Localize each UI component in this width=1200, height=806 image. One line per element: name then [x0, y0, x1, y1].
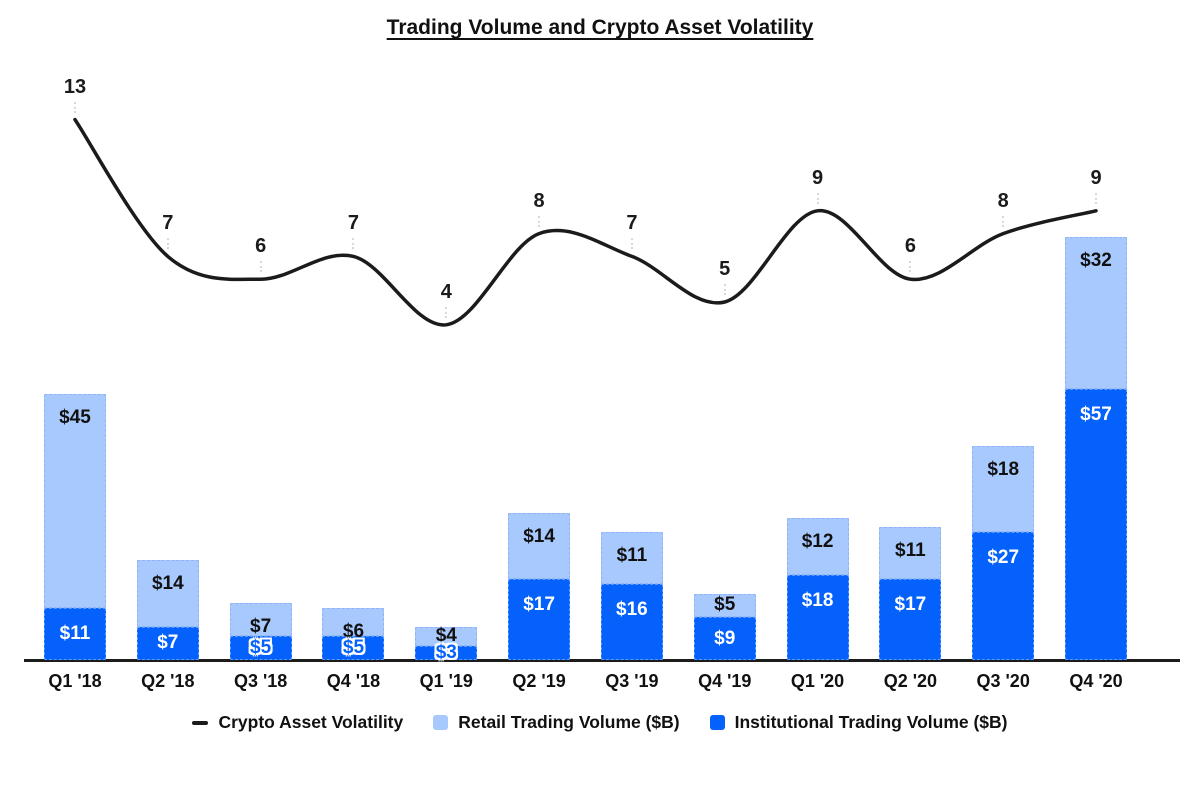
- legend-square-swatch-icon: [433, 715, 449, 730]
- institutional-segment-q1-20: [786, 574, 849, 660]
- institutional-value-label-q2-19: $17: [523, 594, 555, 616]
- retail-segment-q4-20: [1065, 237, 1128, 390]
- volatility-point-label-4: 4: [440, 280, 452, 303]
- legend-label: Institutional Trading Volume ($B): [734, 712, 1008, 732]
- retail-value-label-q1-18: $45: [59, 407, 91, 428]
- legend: Crypto Asset Volatility Retail Trading Vo…: [0, 712, 1200, 733]
- x-axis-label-q1-19: Q1 '19: [419, 671, 473, 691]
- x-axis-label-q2-18: Q2 '18: [141, 671, 195, 691]
- institutional-segment-q2-20: [879, 579, 942, 660]
- legend-item-crypto-asset-volatility: Crypto Asset Volatility: [192, 712, 403, 733]
- volatility-point-label-9: 6: [904, 235, 916, 258]
- retail-segment-q2-18: [136, 560, 199, 627]
- retail-value-label-q1-19: $4: [435, 625, 457, 647]
- volatility-point-label-7: 5: [719, 258, 731, 280]
- retail-value-label-q3-19: $11: [616, 544, 648, 566]
- x-axis-label-q1-18: Q1 '18: [48, 671, 102, 691]
- institutional-segment-q4-19: [693, 617, 756, 660]
- retail-segment-q1-19: [415, 626, 478, 646]
- legend-item-institutional-trading-volume-b: Institutional Trading Volume ($B): [709, 712, 1008, 733]
- volatility-point-label-1: 7: [162, 212, 174, 235]
- x-axis-line: [24, 659, 1180, 662]
- x-axis-label-q2-19: Q2 '19: [512, 671, 566, 691]
- retail-value-label-q2-19: $14: [523, 525, 555, 547]
- institutional-segment-q3-18: [229, 636, 292, 660]
- institutional-value-label-q1-18: $11: [59, 622, 91, 644]
- retail-segment-q3-19: [600, 531, 663, 584]
- x-axis-label-q1-20: Q1 '20: [790, 671, 845, 691]
- volatility-point-label-6: 7: [626, 212, 638, 235]
- institutional-value-label-q4-20: $57: [1080, 404, 1112, 426]
- label-leader-line-5: [538, 215, 541, 227]
- retail-segment-q2-20: [879, 527, 942, 580]
- label-leader-line-11: [1095, 192, 1098, 204]
- institutional-value-label-q1-19: $3: [435, 641, 457, 663]
- institutional-segment-q3-20: [972, 531, 1035, 660]
- institutional-segment-q4-18: [322, 636, 385, 660]
- retail-segment-q2-19: [508, 512, 571, 580]
- retail-value-label-q2-20: $11: [895, 540, 926, 561]
- volatility-point-label-5: 8: [533, 189, 545, 212]
- x-axis-label-q4-20: Q4 '20: [1069, 671, 1123, 691]
- institutional-segment-q2-19: [508, 579, 571, 660]
- institutional-segment-q1-19: [415, 645, 478, 660]
- retail-segment-q1-20: [786, 517, 849, 575]
- legend-label: Crypto Asset Volatility: [218, 712, 404, 732]
- legend-line-swatch-icon: [192, 720, 209, 725]
- institutional-value-label-q3-19: $16: [616, 599, 648, 620]
- retail-value-label-q4-20: $32: [1080, 250, 1112, 272]
- x-axis-label-q3-20: Q3 '20: [976, 671, 1030, 691]
- legend-label: Retail Trading Volume ($B): [458, 712, 680, 732]
- institutional-value-label-q3-20: $27: [987, 546, 1020, 568]
- retail-value-label-q1-20: $12: [801, 530, 834, 552]
- volatility-point-label-11: 9: [1090, 166, 1102, 189]
- chart-title: Trading Volume and Crypto Asset Volatili…: [386, 16, 814, 39]
- volatility-point-label-3: 7: [347, 212, 360, 235]
- volatility-point-label-10: 8: [997, 189, 1009, 212]
- volatility-point-label-2: 6: [255, 235, 267, 258]
- x-axis-label-q2-20: Q2 '20: [883, 671, 938, 691]
- retail-segment-q3-18: [229, 603, 292, 637]
- institutional-value-label-q4-19: $9: [714, 627, 736, 649]
- institutional-value-label-q2-20: $17: [894, 594, 927, 616]
- label-leader-line-6: [630, 238, 633, 250]
- legend-square-swatch-icon: [709, 715, 725, 730]
- x-axis-label-q4-19: Q4 '19: [698, 671, 752, 691]
- institutional-value-label-q2-18: $7: [157, 632, 179, 654]
- retail-value-label-q4-18: $6: [342, 620, 365, 642]
- label-leader-line-3: [352, 238, 355, 250]
- institutional-segment-q4-20: [1065, 389, 1128, 660]
- retail-segment-q1-18: [44, 394, 106, 608]
- label-leader-line-0: [74, 101, 76, 113]
- x-axis-label-q3-19: Q3 '19: [605, 671, 659, 691]
- volatility-point-label-0: 13: [63, 75, 87, 98]
- institutional-value-label-q3-18: $5: [250, 637, 272, 659]
- label-leader-line-2: [259, 261, 262, 273]
- label-leader-line-1: [166, 238, 169, 250]
- retail-value-label-q3-18: $7: [250, 616, 272, 637]
- institutional-segment-q2-18: [136, 626, 199, 660]
- institutional-segment-q1-18: [44, 607, 106, 660]
- x-axis-label-q3-18: Q3 '18: [233, 671, 288, 691]
- institutional-segment-q3-19: [600, 584, 663, 660]
- retail-segment-q4-18: [322, 607, 385, 637]
- institutional-value-label-q4-18: $5: [342, 637, 365, 659]
- label-leader-line-4: [445, 306, 448, 318]
- retail-value-label-q4-19: $5: [714, 594, 736, 616]
- label-leader-line-8: [816, 192, 819, 204]
- label-leader-line-10: [1002, 215, 1005, 227]
- volatility-point-label-8: 9: [811, 166, 824, 189]
- retail-segment-q3-20: [972, 446, 1035, 532]
- label-leader-line-9: [909, 261, 912, 273]
- retail-value-label-q2-18: $14: [151, 573, 184, 595]
- label-leader-line-7: [723, 284, 726, 295]
- x-axis-label-q4-18: Q4 '18: [326, 671, 381, 691]
- institutional-value-label-q1-20: $18: [801, 589, 834, 611]
- retail-value-label-q3-20: $18: [987, 459, 1020, 481]
- volatility-line: [73, 117, 1098, 327]
- legend-item-retail-trading-volume-b: Retail Trading Volume ($B): [433, 712, 680, 733]
- retail-segment-q4-19: [693, 593, 756, 618]
